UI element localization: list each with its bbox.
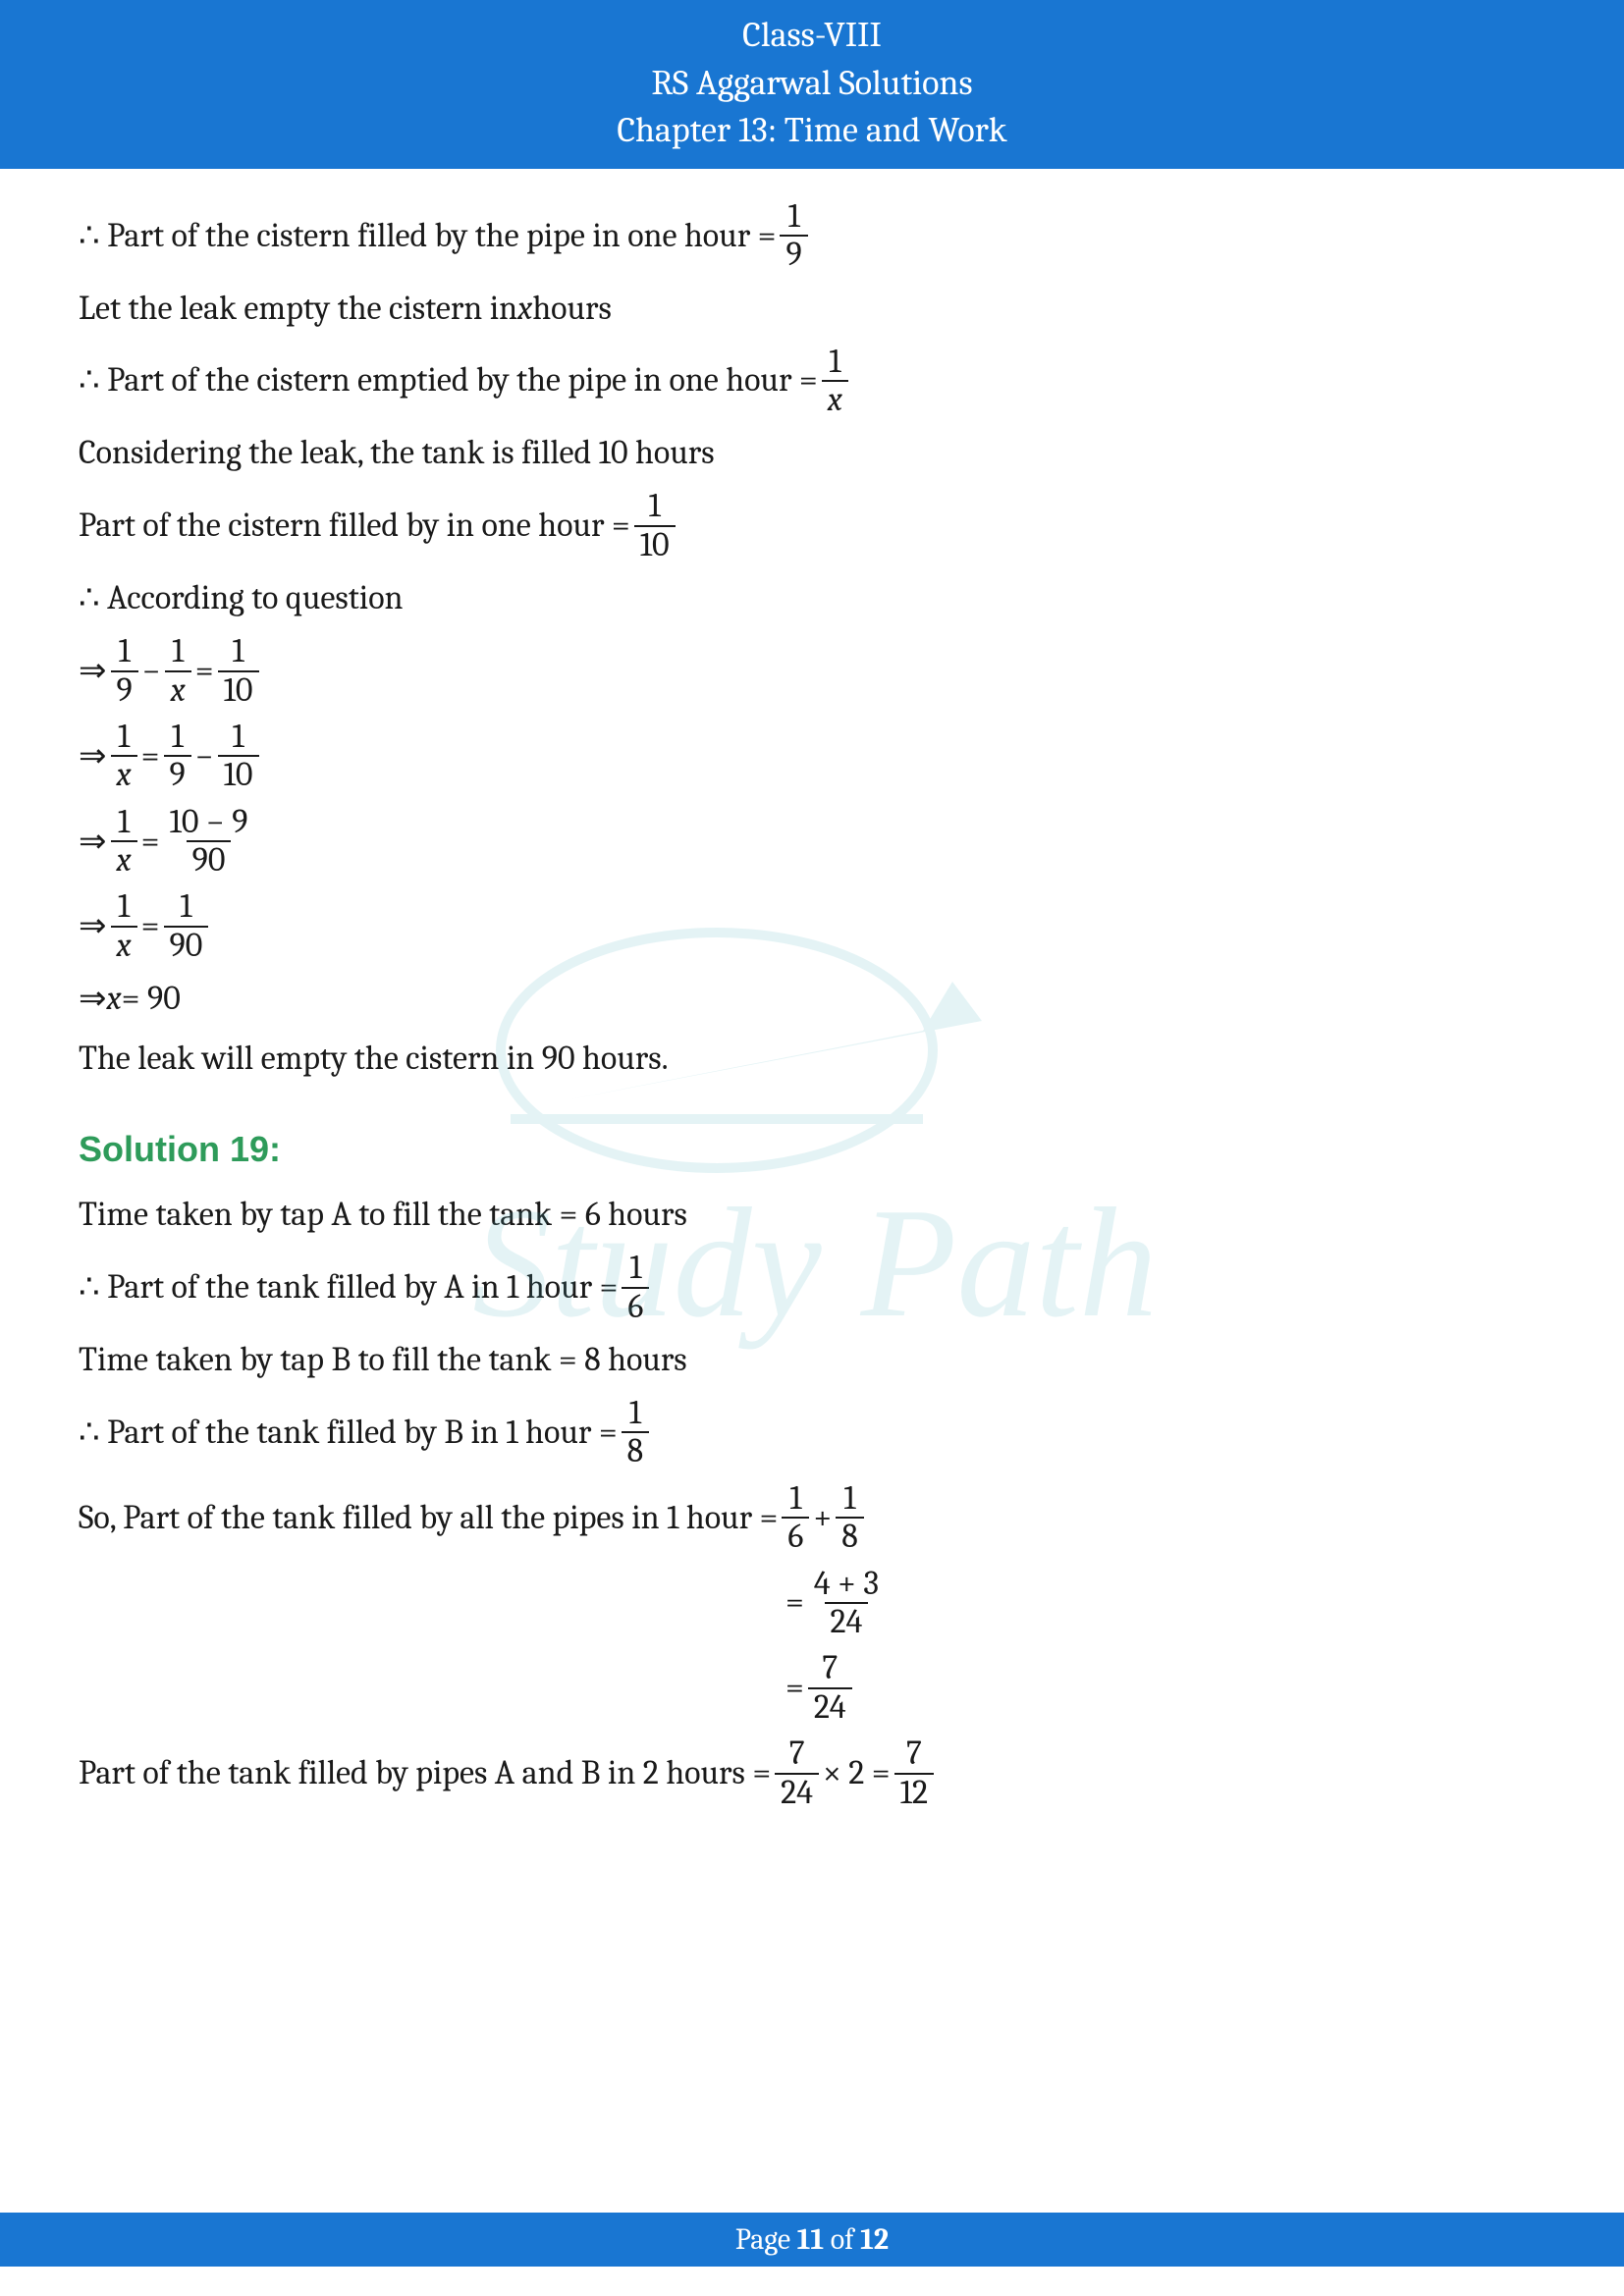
fraction: 1 10	[634, 488, 676, 563]
fraction: 18	[836, 1480, 864, 1556]
fraction: 110	[218, 719, 259, 794]
s18-eq1: ⇒ 19 − 1x = 110	[79, 633, 1545, 709]
s19-line8: Part of the tank filled by pipes A and B…	[79, 1735, 1545, 1811]
fraction: 1x	[165, 633, 191, 709]
page-footer: Page 11 of 12	[0, 2213, 1624, 2267]
fraction: 724	[808, 1650, 852, 1726]
fraction: 190	[164, 888, 209, 964]
s18-line5: Part of the cistern filled by in one hou…	[79, 488, 1545, 563]
text: Let the leak empty the cistern in	[79, 284, 517, 334]
header-title: RS Aggarwal Solutions	[0, 60, 1624, 108]
fraction: 1x	[111, 719, 137, 794]
s19-line3: Time taken by tap B to fill the tank = 8…	[79, 1335, 1545, 1385]
s18-line2: Let the leak empty the cistern in x hour…	[79, 284, 1545, 334]
eq: =	[141, 817, 160, 867]
text: ∴ According to question	[79, 573, 404, 623]
s18-eq4: ⇒ 1x = 190	[79, 888, 1545, 964]
s19-eq6: = 4 + 324	[79, 1566, 1545, 1641]
fraction: 19	[164, 719, 191, 794]
s19-line5: So, Part of the tank filled by all the p…	[79, 1480, 1545, 1556]
s18-eq3: ⇒ 1x = 10 − 990	[79, 804, 1545, 880]
text: ∴ Part of the cistern filled by the pipe…	[79, 211, 776, 261]
text: Considering the leak, the tank is filled…	[79, 428, 715, 478]
fraction: 10 − 990	[164, 804, 254, 880]
arrow: ⇒	[79, 731, 107, 781]
fraction: 4 + 324	[808, 1566, 885, 1641]
arrow: ⇒	[79, 646, 107, 696]
eq: =	[141, 731, 160, 781]
text: ∴ Part of the tank filled by B in 1 hour…	[79, 1408, 618, 1458]
fraction: 1 x	[822, 344, 848, 419]
eq: =	[141, 901, 160, 951]
text: ∴ Part of the cistern emptied by the pip…	[79, 355, 818, 405]
header-class: Class-VIII	[0, 12, 1624, 60]
variable-x: x	[517, 284, 532, 334]
text: hours	[532, 284, 612, 334]
fraction: 1x	[111, 888, 137, 964]
arrow: ⇒	[79, 901, 107, 951]
s18-line6: ∴ According to question	[79, 573, 1545, 623]
fraction: 19	[111, 633, 138, 709]
fraction: 18	[622, 1395, 650, 1470]
text: Part of the cistern filled by in one hou…	[79, 501, 630, 551]
solution-19-heading: Solution 19:	[79, 1123, 1545, 1176]
text: Time taken by tap A to fill the tank = 6…	[79, 1190, 687, 1240]
s19-eq7: = 724	[79, 1650, 1545, 1726]
plus: +	[813, 1493, 832, 1543]
text: So, Part of the tank filled by all the p…	[79, 1493, 778, 1543]
variable-x: x	[107, 974, 122, 1024]
text: The leak will empty the cistern in 90 ho…	[79, 1034, 669, 1084]
fraction: 16	[622, 1250, 649, 1325]
footer-middle: of	[824, 2222, 860, 2257]
s18-eq2: ⇒ 1x = 19 − 110	[79, 719, 1545, 794]
s19-line4: ∴ Part of the tank filled by B in 1 hour…	[79, 1395, 1545, 1470]
s18-line4: Considering the leak, the tank is filled…	[79, 428, 1545, 478]
s18-eq5: ⇒ x = 90	[79, 974, 1545, 1024]
fraction: 1 9	[780, 198, 807, 274]
footer-current: 11	[797, 2222, 824, 2257]
arrow: ⇒	[79, 817, 107, 867]
s18-line1: ∴ Part of the cistern filled by the pipe…	[79, 198, 1545, 274]
header-chapter: Chapter 13: Time and Work	[0, 107, 1624, 155]
eq: =	[195, 646, 214, 696]
op: −	[142, 646, 161, 696]
eq: =	[785, 1663, 804, 1713]
footer-total: 12	[860, 2222, 889, 2257]
text: ∴ Part of the tank filled by A in 1 hour…	[79, 1262, 618, 1312]
footer-prefix: Page	[735, 2222, 797, 2257]
text: Part of the tank filled by pipes A and B…	[79, 1748, 771, 1798]
s18-conclusion: The leak will empty the cistern in 90 ho…	[79, 1034, 1545, 1084]
text: Time taken by tap B to fill the tank = 8…	[79, 1335, 687, 1385]
eq: =	[785, 1577, 804, 1628]
op: −	[195, 731, 214, 781]
fraction: 724	[775, 1735, 819, 1811]
page-header: Class-VIII RS Aggarwal Solutions Chapter…	[0, 0, 1624, 169]
s19-line1: Time taken by tap A to fill the tank = 6…	[79, 1190, 1545, 1240]
fraction: 16	[782, 1480, 809, 1556]
times: × 2 =	[823, 1748, 891, 1798]
fraction: 110	[218, 633, 259, 709]
fraction: 712	[894, 1735, 934, 1811]
fraction: 1x	[111, 804, 137, 880]
s18-line3: ∴ Part of the cistern emptied by the pip…	[79, 344, 1545, 419]
text: = 90	[122, 974, 181, 1024]
arrow: ⇒	[79, 974, 107, 1024]
page-content: ∴ Part of the cistern filled by the pipe…	[0, 169, 1624, 1811]
s19-line2: ∴ Part of the tank filled by A in 1 hour…	[79, 1250, 1545, 1325]
